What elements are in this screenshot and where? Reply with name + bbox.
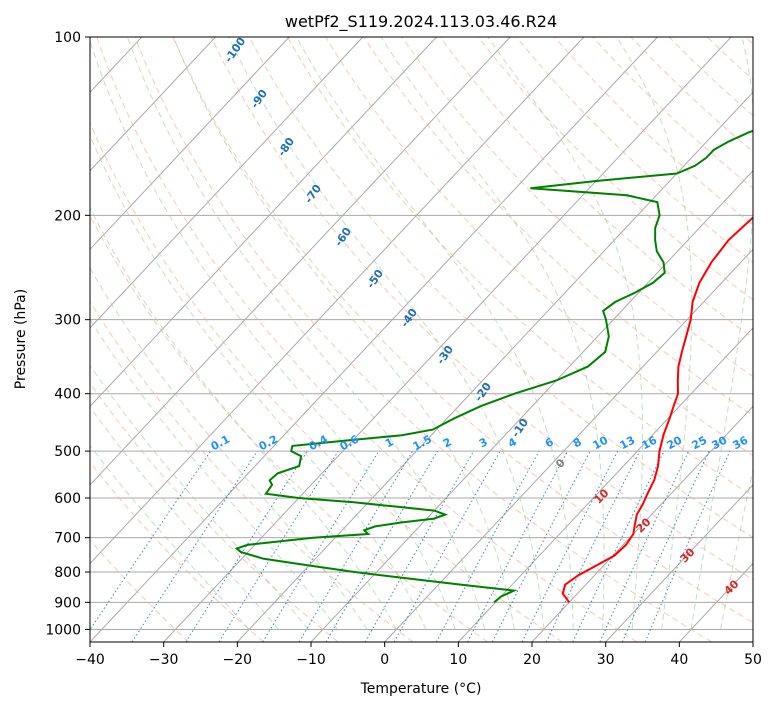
mixing-ratio-line <box>90 450 212 631</box>
x-tick-label: −30 <box>149 652 179 668</box>
y-tick-label: 400 <box>54 387 81 403</box>
mixing-ratio-label: 30 <box>710 433 730 452</box>
temperature-line <box>561 216 753 603</box>
dry-adiabat <box>134 37 712 642</box>
isotherm-line <box>90 37 511 486</box>
moist-adiabat <box>90 364 309 630</box>
dry-adiabat <box>287 37 753 497</box>
mixing-ratio-line <box>393 450 501 642</box>
x-tick-label: 30 <box>597 652 615 668</box>
isotherm-line <box>605 484 753 642</box>
moist-adiabat <box>90 39 456 630</box>
y-tick-label: 500 <box>54 444 81 460</box>
dry-adiabat <box>90 214 488 642</box>
isotherm-line <box>236 91 753 642</box>
dry-adiabat <box>90 300 414 642</box>
moist-adiabat <box>487 37 643 630</box>
moist-adiabat <box>90 266 368 630</box>
y-tick-label: 300 <box>54 313 81 329</box>
moist-adiabat <box>380 37 605 630</box>
mixing-ratio-label: 20 <box>665 433 685 452</box>
x-tick-label: 40 <box>670 652 688 668</box>
moist-adiabat <box>90 318 338 630</box>
chart-title: wetPf2_S119.2024.113.03.46.R24 <box>285 12 557 32</box>
dewpoint-line <box>234 129 753 604</box>
mixing-ratio-label: 25 <box>690 434 710 453</box>
moist-adiabat <box>228 37 545 630</box>
y-tick-label: 200 <box>54 208 81 224</box>
dry-adiabat <box>90 461 264 642</box>
dry-adiabat <box>210 37 753 581</box>
mixing-ratio-line <box>521 450 619 642</box>
mixing-ratio-line <box>435 450 540 642</box>
moist-adiabat <box>172 37 515 630</box>
moist-adiabat <box>126 37 486 630</box>
dry-adiabat <box>172 37 753 624</box>
x-tick-label: −40 <box>75 652 105 668</box>
moist-adiabat <box>90 206 397 630</box>
mixing-ratio-label: 36 <box>731 433 751 452</box>
isotherm-line <box>90 37 216 172</box>
moist-adiabat <box>90 134 427 630</box>
isotherm-line <box>752 641 753 642</box>
isotherm-line <box>90 37 658 642</box>
x-axis: −40 −30 −20 −10 0 10 20 30 40 50 <box>75 642 762 668</box>
mixing-ratio-line <box>262 450 380 642</box>
y-tick-label: 1000 <box>45 622 81 638</box>
adiabat-lines <box>90 37 753 642</box>
mixing-ratio-line <box>545 450 641 642</box>
y-tick-label: 900 <box>54 595 81 611</box>
sounding-profiles <box>234 129 753 604</box>
mixing-ratio-line <box>644 450 731 642</box>
plot-area <box>90 37 753 642</box>
mixing-ratio-line <box>364 450 475 642</box>
x-tick-label: 20 <box>523 652 541 668</box>
y-tick-label: 100 <box>54 30 81 46</box>
moist-adiabat <box>616 37 693 630</box>
mixing-ratio-label: 16 <box>640 433 660 452</box>
moist-adiabat <box>90 444 250 630</box>
y-axis: 100 200 300 400 500 600 700 800 900 1000 <box>45 30 90 638</box>
isotherm-line <box>163 37 732 642</box>
dry-adiabat <box>90 121 563 642</box>
x-tick-label: 50 <box>744 652 762 668</box>
isotherm-line <box>90 37 585 565</box>
isotherm-line <box>90 37 437 408</box>
moist-adiabat <box>690 37 753 630</box>
y-tick-label: 800 <box>54 565 81 581</box>
isotherm-line <box>384 248 753 642</box>
mixing-ratio-line <box>185 450 308 642</box>
dry-adiabat <box>477 37 753 301</box>
x-tick-label: 0 <box>380 652 389 668</box>
mixing-ratio-label: 10 <box>591 433 611 452</box>
dry-adiabat <box>90 539 190 642</box>
x-tick-label: −20 <box>223 652 253 668</box>
dry-adiabat <box>248 37 753 539</box>
y-axis-label: Pressure (hPa) <box>13 289 29 389</box>
x-axis-label: Temperature (°C) <box>360 681 482 697</box>
isotherm-line <box>457 327 753 642</box>
moist-adiabat <box>720 467 753 630</box>
y-tick-label: 600 <box>54 491 81 507</box>
mixing-ratio-lines <box>90 450 731 642</box>
mixing-ratio-line <box>621 450 710 642</box>
x-tick-label: −10 <box>296 652 326 668</box>
moist-adiabat <box>296 37 574 630</box>
mixing-ratio-label: 13 <box>618 434 638 453</box>
isotherm-line <box>310 170 753 642</box>
mixing-ratio-line <box>131 450 258 642</box>
isotherm-line <box>90 37 290 251</box>
x-tick-label: 10 <box>449 652 467 668</box>
isotherm-line <box>531 405 753 642</box>
isotherm-line <box>90 37 364 329</box>
moist-adiabat <box>90 406 279 630</box>
plot-frame <box>89 36 754 643</box>
isotherm-line <box>0 37 68 642</box>
y-tick-label: 700 <box>54 531 81 547</box>
